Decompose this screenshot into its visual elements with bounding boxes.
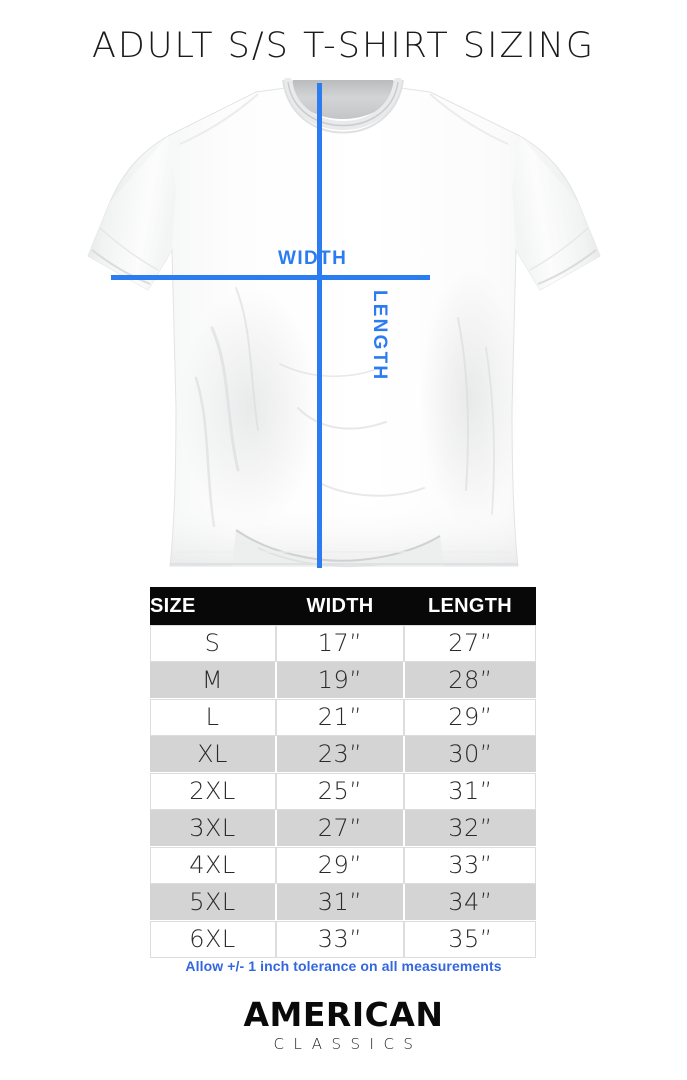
column-header-length: LENGTH bbox=[404, 587, 536, 625]
cell-size: S bbox=[150, 625, 277, 662]
cell-width: 21” bbox=[276, 698, 405, 736]
cell-width: 31” bbox=[276, 883, 405, 921]
table-row: 5XL 31” 34” bbox=[150, 883, 536, 921]
table-row: XL 23” 30” bbox=[150, 735, 536, 773]
table-body: S 17” 27” M 19” 28” L 21” 29” XL 23” 30” 2XL 25” 31” 3X… bbox=[150, 625, 536, 958]
cell-length: 34” bbox=[404, 883, 536, 921]
cell-size: 6XL bbox=[150, 920, 277, 958]
cell-size: 2XL bbox=[150, 772, 277, 810]
cell-width: 17” bbox=[276, 625, 405, 662]
tshirt-diagram: WIDTH LENGTH bbox=[0, 78, 687, 578]
cell-length: 32” bbox=[404, 809, 536, 847]
cell-width: 29” bbox=[276, 846, 405, 884]
cell-size: 4XL bbox=[150, 846, 277, 884]
tolerance-note: Allow +/- 1 inch tolerance on all measur… bbox=[185, 958, 502, 974]
cell-length: 33” bbox=[404, 846, 536, 884]
table-header: SIZE WIDTH LENGTH bbox=[150, 587, 536, 625]
cell-size: XL bbox=[150, 735, 277, 773]
measurement-guides bbox=[111, 83, 430, 568]
size-chart-table: SIZE WIDTH LENGTH S 17” 27” M 19” 28” L 21” 29” X… bbox=[150, 587, 536, 958]
table-row: 4XL 29” 33” bbox=[150, 846, 536, 884]
brand-name-primary: AMERICAN bbox=[243, 995, 444, 1034]
cell-length: 31” bbox=[404, 772, 536, 810]
page-title: ADULT S/S T-SHIRT SIZING bbox=[91, 26, 596, 66]
cell-length: 28” bbox=[404, 661, 536, 699]
cell-length: 35” bbox=[404, 920, 536, 958]
shirt-body bbox=[87, 78, 601, 568]
table-row: S 17” 27” bbox=[150, 625, 536, 662]
cell-size: M bbox=[150, 661, 277, 699]
brand-name-secondary: CLASSICS bbox=[273, 1035, 423, 1053]
cell-length: 29” bbox=[404, 698, 536, 736]
width-measurement-label: WIDTH bbox=[278, 248, 348, 269]
cell-width: 25” bbox=[276, 772, 405, 810]
cell-size: 5XL bbox=[150, 883, 277, 921]
cell-length: 27” bbox=[404, 625, 536, 662]
length-measurement-label: LENGTH bbox=[369, 290, 390, 382]
cell-width: 23” bbox=[276, 735, 405, 773]
brand-logo: AMERICAN CLASSICS bbox=[0, 997, 687, 1055]
cell-width: 33” bbox=[276, 920, 405, 958]
column-header-size: SIZE bbox=[150, 587, 276, 625]
tshirt-illustration bbox=[87, 78, 601, 568]
size-chart-table-container: SIZE WIDTH LENGTH S 17” 27” M 19” 28” L 21” 29” X… bbox=[150, 587, 536, 958]
table-header-row: SIZE WIDTH LENGTH bbox=[150, 587, 536, 625]
table-row: L 21” 29” bbox=[150, 698, 536, 736]
table-row: M 19” 28” bbox=[150, 661, 536, 699]
cell-size: L bbox=[150, 698, 277, 736]
table-row: 3XL 27” 32” bbox=[150, 809, 536, 847]
cell-width: 27” bbox=[276, 809, 405, 847]
table-row: 6XL 33” 35” bbox=[150, 920, 536, 958]
table-row: 2XL 25” 31” bbox=[150, 772, 536, 810]
column-header-width: WIDTH bbox=[276, 587, 404, 625]
cell-size: 3XL bbox=[150, 809, 277, 847]
cell-width: 19” bbox=[276, 661, 405, 699]
cell-length: 30” bbox=[404, 735, 536, 773]
